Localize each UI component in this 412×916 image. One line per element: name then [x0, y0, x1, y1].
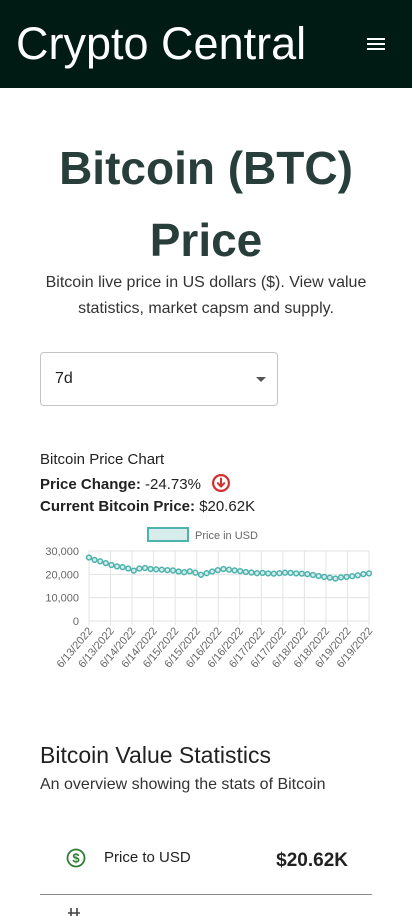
- menu-icon-bar: [367, 48, 385, 50]
- price-change-label: Price Change:: [40, 476, 141, 493]
- data-point: [153, 566, 160, 573]
- data-point: [141, 564, 149, 572]
- data-point: [113, 563, 121, 570]
- data-point: [337, 574, 345, 581]
- menu-button[interactable]: [360, 30, 392, 58]
- data-point: [365, 570, 373, 577]
- price-change-value: -24.73%: [145, 476, 201, 493]
- data-point: [119, 563, 126, 571]
- y-tick-label: 20,000: [45, 569, 79, 581]
- data-point: [343, 573, 350, 581]
- menu-icon-bar: [367, 43, 385, 45]
- data-point: [147, 565, 154, 573]
- data-point: [242, 568, 249, 576]
- data-point: [186, 568, 193, 575]
- chart-legend: Price in USD: [147, 527, 258, 542]
- menu-icon: [367, 38, 385, 40]
- y-tick-label: 0: [73, 616, 79, 628]
- stat-value: $20.62K: [276, 850, 348, 871]
- data-point: [276, 570, 283, 577]
- time-period-select[interactable]: 7d: [40, 352, 278, 406]
- dollar-circle-icon: $: [66, 848, 86, 868]
- arrow-down-circle-icon: [212, 474, 231, 492]
- data-point: [293, 570, 300, 577]
- data-point: [326, 574, 333, 581]
- data-point: [253, 570, 261, 577]
- y-tick-label: 30,000: [45, 546, 79, 558]
- current-price-label: Current Bitcoin Price:: [40, 498, 196, 515]
- data-point: [265, 570, 272, 577]
- svg-text:$: $: [72, 851, 80, 866]
- data-point: [97, 558, 104, 565]
- page-title-line2: Price: [149, 214, 263, 266]
- data-point: [354, 572, 361, 579]
- data-point: [248, 569, 255, 576]
- data-point: [91, 556, 98, 564]
- data-point: [309, 571, 317, 579]
- stats-subtitle: An overview showing the stats of Bitcoin: [40, 776, 326, 793]
- data-point: [304, 570, 311, 578]
- data-point: [169, 567, 177, 574]
- stats-title: Bitcoin Value Statistics: [40, 742, 271, 768]
- data-point: [349, 573, 356, 580]
- data-point: [360, 570, 367, 578]
- data-point: [281, 569, 289, 576]
- data-point: [270, 570, 277, 577]
- page-subtitle: Bitcoin live price in US dollars ($). Vi…: [45, 274, 367, 317]
- data-point: [315, 572, 322, 580]
- app-title[interactable]: Crypto Central: [16, 18, 307, 69]
- dropdown-arrow-icon: [256, 377, 266, 382]
- chart-heading: Bitcoin Price Chart: [40, 451, 165, 468]
- data-point: [220, 565, 227, 573]
- y-tick-label: 10,000: [45, 593, 79, 605]
- data-point: [192, 569, 199, 576]
- current-price: Current Bitcoin Price: $20.62K: [40, 497, 255, 517]
- data-point: [181, 569, 188, 576]
- app-bar: Crypto Central: [0, 0, 412, 88]
- data-point: [125, 565, 132, 572]
- data-point: [259, 569, 266, 577]
- data-point: [164, 566, 171, 574]
- data-point: [175, 568, 182, 575]
- page-title: Bitcoin (BTC) Price: [0, 132, 412, 276]
- data-point: [298, 570, 305, 577]
- page-title-line1: Bitcoin (BTC): [59, 142, 353, 194]
- time-period-value: 7d: [55, 370, 73, 387]
- data-point: [231, 567, 238, 574]
- stat-row-price-usd: $ Price to USD $20.62K: [40, 836, 372, 895]
- data-point: [85, 554, 93, 561]
- legend-label: Price in USD: [195, 530, 258, 542]
- data-point: [197, 571, 205, 578]
- current-price-value: $20.62K: [199, 498, 256, 515]
- legend-swatch: [147, 527, 189, 542]
- data-point: [102, 559, 109, 567]
- data-point: [203, 570, 210, 577]
- data-point: [287, 569, 294, 577]
- stat-label: Price to USD: [104, 849, 191, 866]
- data-point: [225, 566, 233, 573]
- data-point: [130, 567, 137, 574]
- data-point: [108, 561, 115, 569]
- data-point: [332, 575, 339, 582]
- data-point: [136, 565, 143, 572]
- data-point: [209, 568, 216, 575]
- price-change: Price Change: -24.73%: [40, 473, 231, 495]
- data-point: [321, 573, 328, 581]
- data-point: [237, 567, 244, 575]
- data-point: [214, 566, 221, 574]
- data-point: [158, 566, 165, 573]
